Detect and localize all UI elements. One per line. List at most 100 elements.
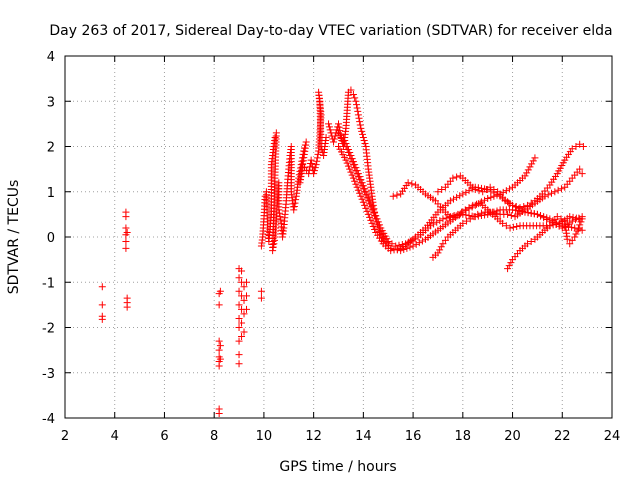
data-point xyxy=(235,337,243,345)
data-point xyxy=(434,249,442,257)
data-point xyxy=(557,185,565,193)
data-point xyxy=(436,217,444,225)
data-point xyxy=(351,177,359,185)
data-point xyxy=(442,214,450,222)
data-point xyxy=(456,192,464,200)
data-point xyxy=(361,185,369,193)
data-point xyxy=(98,315,106,323)
data-point xyxy=(409,242,417,250)
y-tick-label: 0 xyxy=(47,231,55,246)
data-point xyxy=(505,199,513,207)
data-point xyxy=(343,143,351,150)
data-point xyxy=(504,210,512,218)
data-point xyxy=(354,170,362,178)
data-point xyxy=(359,133,367,141)
x-tick-label: 4 xyxy=(111,429,119,444)
data-point xyxy=(453,193,461,201)
data-point xyxy=(310,167,318,175)
data-point xyxy=(347,86,355,94)
data-point xyxy=(433,218,441,226)
data-point xyxy=(215,362,223,370)
data-point xyxy=(461,206,469,214)
data-point xyxy=(360,136,368,144)
data-point xyxy=(366,197,374,205)
data-point xyxy=(468,185,476,193)
data-point xyxy=(270,240,278,248)
data-point xyxy=(472,200,480,208)
data-point xyxy=(449,174,457,182)
data-point xyxy=(569,213,577,221)
data-point xyxy=(449,195,457,203)
data-point xyxy=(387,247,395,255)
data-point xyxy=(240,283,248,291)
y-tick-label: 3 xyxy=(47,95,55,110)
data-point xyxy=(466,215,474,223)
y-tick-label: -4 xyxy=(42,412,55,427)
data-point xyxy=(313,154,321,162)
data-point xyxy=(357,176,365,184)
data-point xyxy=(507,212,515,220)
data-point xyxy=(566,213,574,221)
data-point xyxy=(530,210,538,218)
data-point xyxy=(482,185,490,193)
data-point xyxy=(354,107,362,115)
data-point xyxy=(529,157,537,165)
data-point xyxy=(576,221,584,229)
data-point xyxy=(402,240,410,248)
data-point xyxy=(458,208,466,216)
y-tick-label: -2 xyxy=(42,322,55,337)
data-point xyxy=(291,199,299,207)
data-point xyxy=(430,220,438,228)
data-point xyxy=(307,156,315,164)
data-point xyxy=(572,214,580,222)
data-point xyxy=(356,189,364,197)
data-point xyxy=(322,133,330,141)
y-tick-label: 2 xyxy=(47,141,55,156)
data-point xyxy=(411,235,419,243)
data-point xyxy=(362,204,370,212)
data-point xyxy=(358,179,366,187)
x-tick-label: 2 xyxy=(61,429,69,444)
data-point xyxy=(357,124,365,132)
data-point xyxy=(463,217,471,225)
data-point xyxy=(364,210,372,218)
data-point xyxy=(235,274,243,282)
data-point xyxy=(523,201,531,209)
data-point xyxy=(359,130,367,138)
data-point xyxy=(361,139,369,147)
data-point xyxy=(238,319,246,327)
data-point xyxy=(512,206,520,214)
data-point xyxy=(351,94,359,102)
data-point xyxy=(477,198,485,206)
data-point xyxy=(368,219,376,227)
data-point xyxy=(235,324,243,331)
data-point xyxy=(261,192,269,200)
y-tick-label: 4 xyxy=(47,50,55,65)
data-point xyxy=(240,328,248,336)
data-point xyxy=(574,224,582,232)
data-point xyxy=(98,301,106,309)
data-point xyxy=(356,118,364,126)
data-point xyxy=(369,206,377,214)
data-point xyxy=(468,203,476,211)
data-point xyxy=(487,187,495,195)
data-point xyxy=(484,195,492,203)
data-point xyxy=(376,221,384,229)
data-point xyxy=(123,228,131,236)
data-point xyxy=(243,305,251,313)
data-point xyxy=(308,159,316,167)
data-point xyxy=(516,204,524,212)
data-point xyxy=(450,212,458,220)
chart-title: Day 263 of 2017, Sidereal Day-to-day VTE… xyxy=(49,23,612,39)
data-point xyxy=(568,223,576,231)
data-point xyxy=(475,187,483,195)
data-point xyxy=(344,146,352,154)
data-point xyxy=(372,212,380,220)
data-point xyxy=(527,209,535,217)
data-point xyxy=(122,213,130,221)
data-point xyxy=(346,165,354,173)
data-point xyxy=(352,180,360,188)
data-point xyxy=(489,208,497,216)
data-point xyxy=(357,192,365,200)
